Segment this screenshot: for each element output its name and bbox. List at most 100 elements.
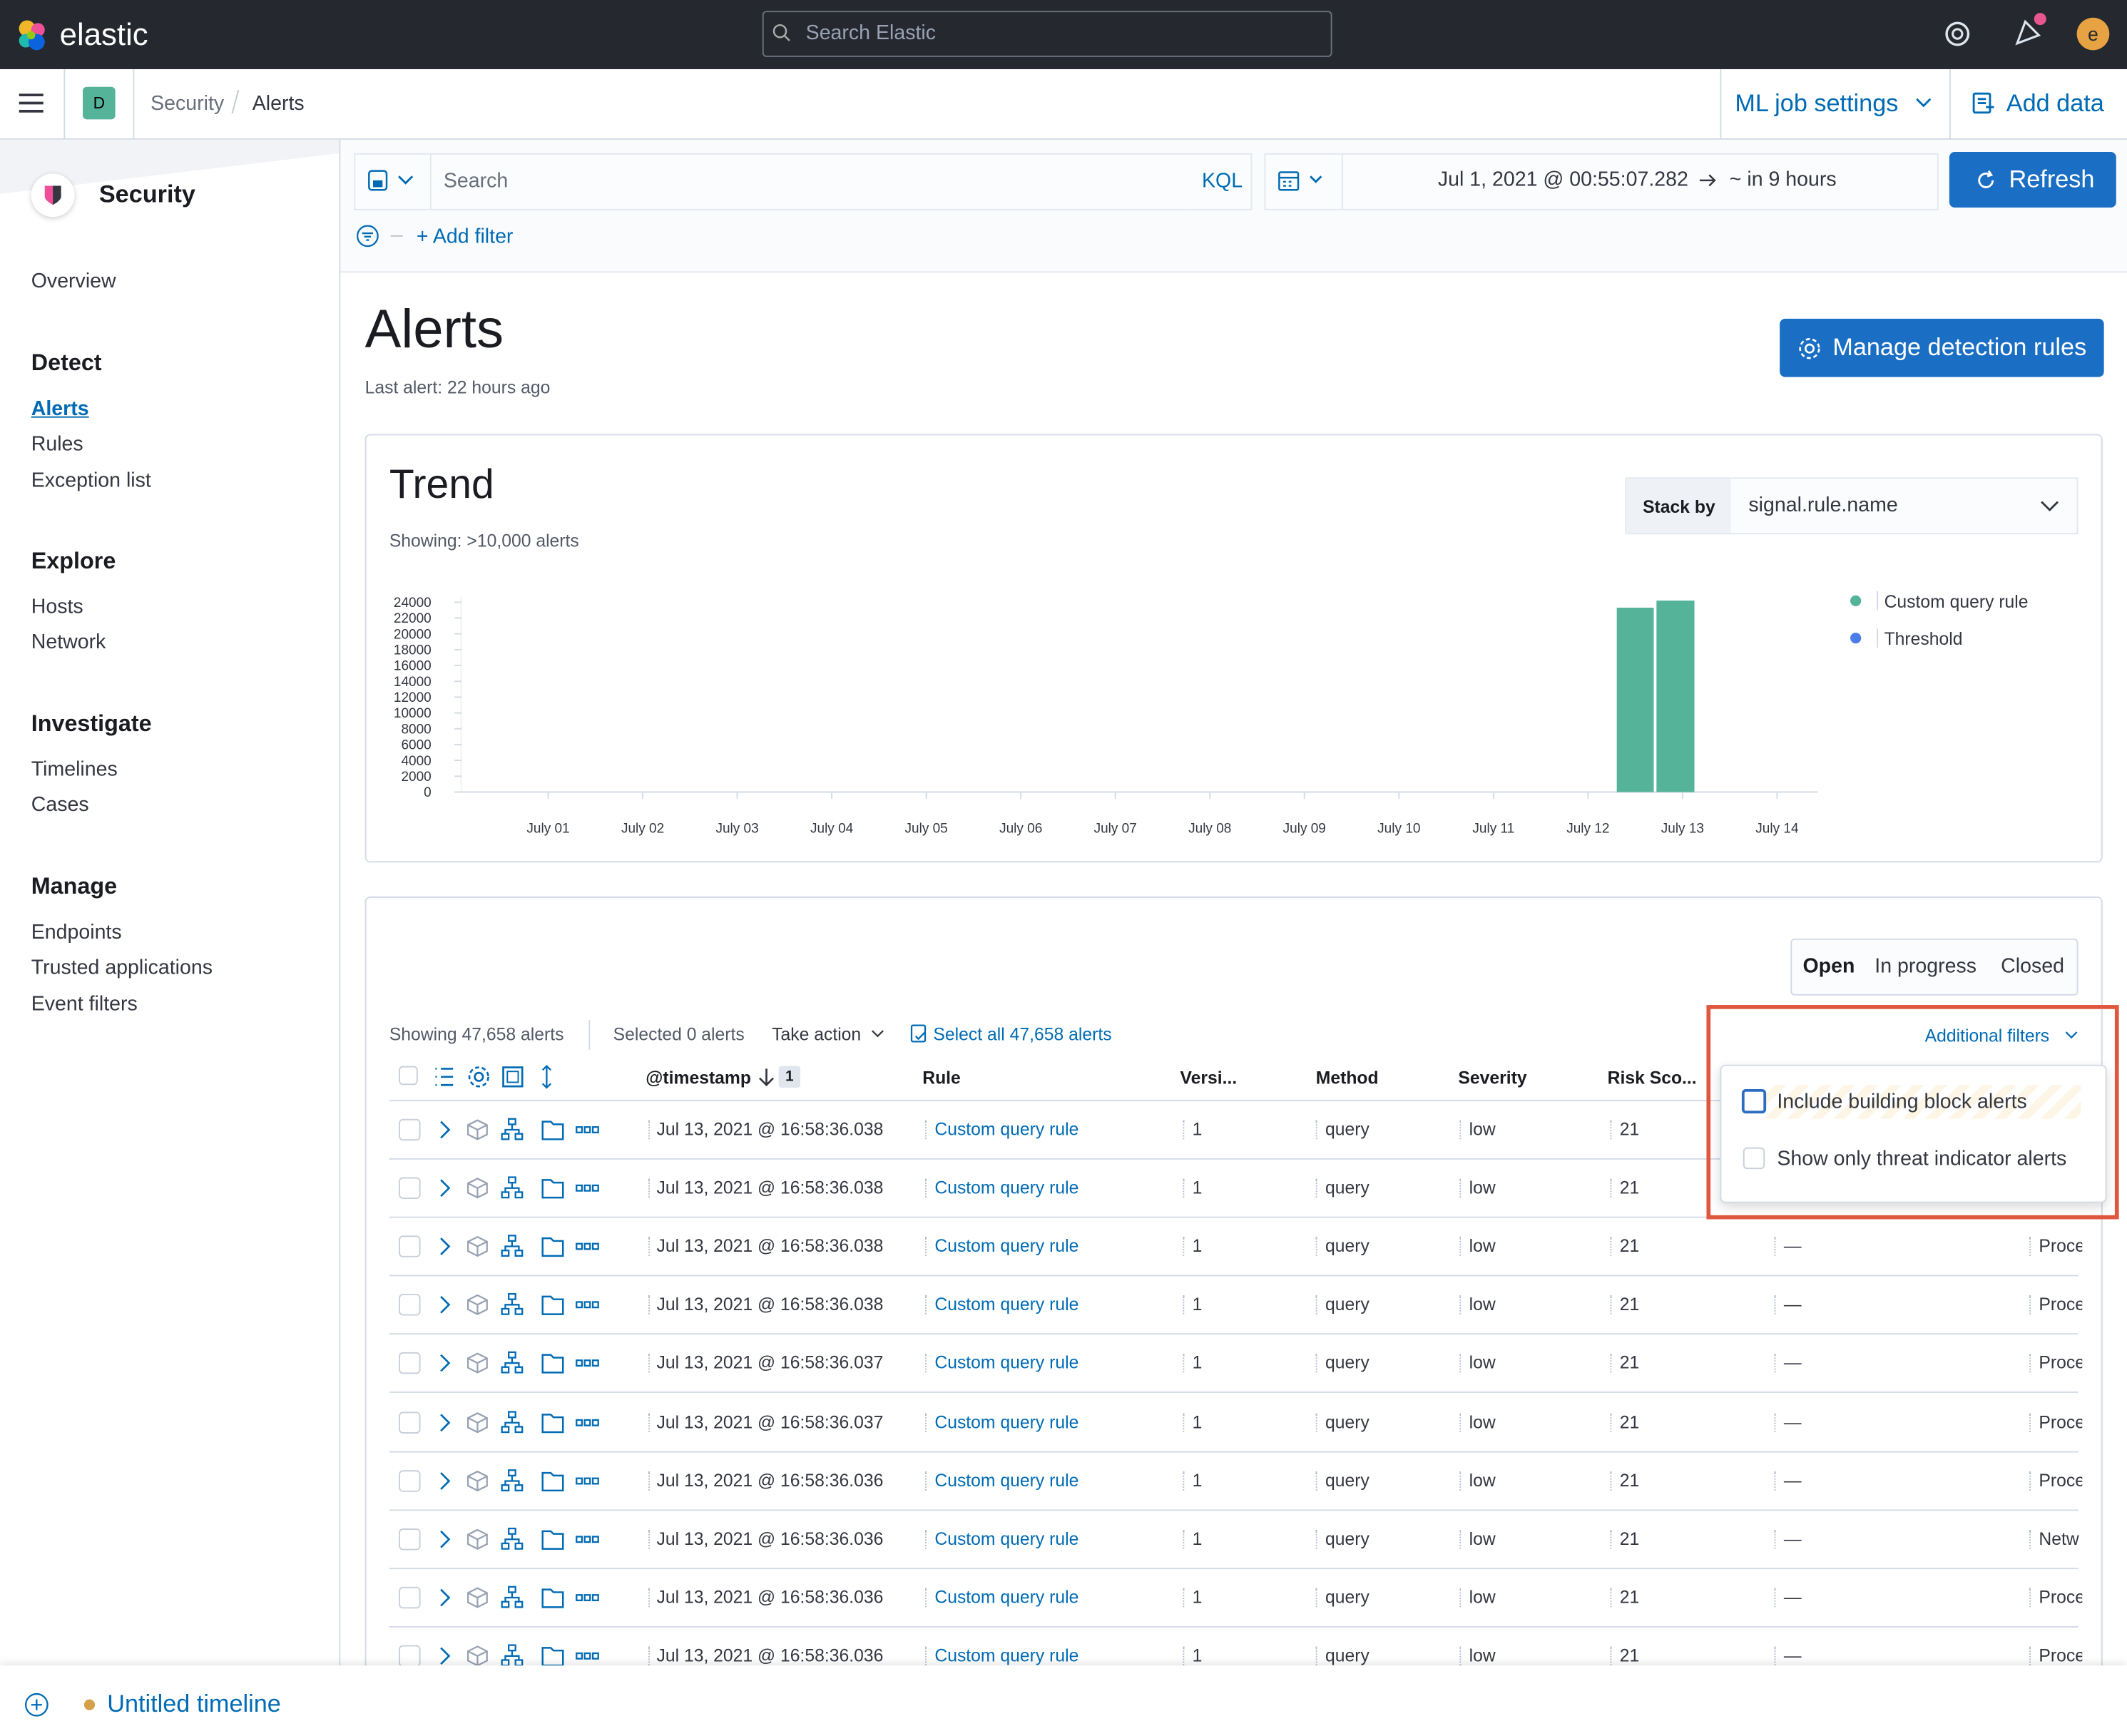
sidebar-item[interactable]: Rules bbox=[31, 433, 83, 456]
checkbox-focused[interactable] bbox=[1741, 1088, 1767, 1114]
row-checkbox[interactable] bbox=[399, 1645, 421, 1667]
sidebar-item[interactable]: Exception list bbox=[31, 469, 151, 492]
row-checkbox[interactable] bbox=[399, 1586, 421, 1608]
row-checkbox[interactable] bbox=[399, 1294, 421, 1317]
date-quick-menu[interactable] bbox=[1264, 153, 1343, 210]
refresh-icon bbox=[1978, 170, 1994, 188]
manage-rules-button[interactable] bbox=[1780, 318, 2104, 377]
row-actions[interactable] bbox=[432, 1410, 603, 1434]
header-checkbox[interactable] bbox=[399, 1066, 418, 1086]
column-header[interactable]: Versi... bbox=[1180, 1067, 1238, 1088]
cell-handle bbox=[648, 1646, 653, 1665]
sidebar-item[interactable]: Endpoints bbox=[31, 921, 122, 944]
sidebar-item[interactable]: Cases bbox=[31, 793, 89, 817]
status-tab-active[interactable]: Open bbox=[1802, 954, 1855, 979]
cell-handle bbox=[2029, 1529, 2034, 1548]
checkbox[interactable] bbox=[1743, 1147, 1765, 1170]
space-avatar[interactable]: D bbox=[83, 86, 116, 120]
row-checkbox[interactable] bbox=[399, 1118, 421, 1141]
news-icon[interactable] bbox=[2011, 11, 2049, 48]
add-filter[interactable]: + Add filter bbox=[416, 225, 514, 248]
rule-link[interactable]: Custom query rule bbox=[934, 1645, 1079, 1665]
global-search[interactable] bbox=[762, 11, 1332, 57]
rule-link[interactable]: Custom query rule bbox=[934, 1235, 1079, 1257]
row-checkbox[interactable] bbox=[399, 1177, 421, 1200]
row-actions[interactable] bbox=[432, 1586, 603, 1610]
row-actions[interactable] bbox=[432, 1527, 603, 1551]
rule-link[interactable]: Custom query rule bbox=[934, 1352, 1079, 1374]
column-header[interactable]: Severity bbox=[1458, 1067, 1527, 1088]
y-tick-label: 20000 bbox=[394, 627, 432, 642]
rule-link[interactable]: Custom query rule bbox=[934, 1411, 1079, 1432]
x-tick-label: July 08 bbox=[1188, 822, 1231, 837]
query-input[interactable] bbox=[429, 153, 1193, 210]
ml-job-settings[interactable]: ML job settings bbox=[1735, 89, 1899, 117]
table-cell: low bbox=[1469, 1294, 1496, 1315]
row-actions[interactable] bbox=[432, 1643, 603, 1668]
select-all[interactable]: Select all 47,658 alerts bbox=[933, 1023, 1112, 1045]
rule-link[interactable]: Custom query rule bbox=[934, 1528, 1079, 1548]
column-header[interactable]: Rule bbox=[922, 1067, 961, 1088]
rule-link[interactable]: Custom query rule bbox=[934, 1586, 1079, 1607]
row-actions[interactable] bbox=[432, 1235, 603, 1259]
breadcrumb[interactable]: Security bbox=[151, 92, 225, 116]
sidebar-item-active[interactable]: Alerts bbox=[31, 397, 89, 421]
saved-query-button[interactable] bbox=[354, 153, 430, 210]
rule-link[interactable]: Custom query rule bbox=[934, 1469, 1079, 1491]
add-data[interactable]: Add data bbox=[2006, 89, 2104, 117]
row-actions[interactable] bbox=[432, 1352, 603, 1376]
kql-button[interactable] bbox=[1189, 153, 1253, 210]
row-actions[interactable] bbox=[432, 1176, 603, 1200]
take-action[interactable]: Take action bbox=[772, 1023, 862, 1045]
sidebar-group-title: Investigate bbox=[31, 710, 152, 737]
sidebar-item[interactable]: Overview bbox=[31, 270, 116, 293]
cell-handle bbox=[1315, 1295, 1320, 1315]
table-cell: Jul 13, 2021 @ 16:58:36.036 bbox=[656, 1645, 884, 1665]
cell-handle bbox=[1774, 1295, 1779, 1315]
filter-icon[interactable] bbox=[357, 225, 405, 248]
sidebar-item[interactable]: Trusted applications bbox=[31, 956, 213, 980]
legend-label: Custom query rule bbox=[1884, 593, 2029, 612]
add-timeline-icon[interactable] bbox=[24, 1692, 49, 1717]
help-icon[interactable] bbox=[1944, 21, 1971, 48]
menu-toggle[interactable] bbox=[19, 93, 44, 113]
rule-link[interactable]: Custom query rule bbox=[934, 1177, 1079, 1198]
header-toolbar-icons[interactable] bbox=[432, 1065, 561, 1089]
row-checkbox[interactable] bbox=[399, 1352, 421, 1375]
table-cell: — bbox=[1783, 1294, 1802, 1315]
filter-option[interactable]: Include building block alerts bbox=[1777, 1090, 2027, 1114]
status-tab[interactable]: Closed bbox=[2001, 954, 2064, 979]
table-cell: 1 bbox=[1192, 1118, 1203, 1140]
additional-filters[interactable]: Additional filters bbox=[1924, 1025, 2050, 1046]
sort-icon[interactable] bbox=[757, 1068, 776, 1087]
sidebar-item[interactable]: Hosts bbox=[31, 595, 83, 619]
sidebar-item[interactable]: Network bbox=[31, 630, 106, 655]
row-checkbox[interactable] bbox=[399, 1411, 421, 1433]
table-cell: Proce bbox=[2039, 1586, 2083, 1607]
row-checkbox[interactable] bbox=[399, 1235, 421, 1258]
date-range[interactable] bbox=[1341, 153, 1939, 210]
filter-option[interactable]: Show only threat indicator alerts bbox=[1777, 1147, 2067, 1171]
row-actions[interactable] bbox=[432, 1118, 603, 1142]
rule-link[interactable]: Custom query rule bbox=[934, 1118, 1079, 1140]
row-actions[interactable] bbox=[432, 1469, 603, 1493]
refresh-button[interactable] bbox=[1949, 151, 2116, 208]
column-header[interactable]: Risk Sco... bbox=[1607, 1067, 1697, 1088]
rule-link[interactable]: Custom query rule bbox=[934, 1294, 1079, 1315]
row-checkbox[interactable] bbox=[399, 1528, 421, 1550]
column-header[interactable]: @timestamp bbox=[646, 1067, 752, 1088]
timeline-title[interactable]: Untitled timeline bbox=[107, 1690, 281, 1717]
sidebar-item[interactable]: Timelines bbox=[31, 757, 118, 782]
column-header[interactable]: Method bbox=[1315, 1067, 1379, 1088]
sidebar-item[interactable]: Event filters bbox=[31, 992, 138, 1016]
date-start[interactable]: Jul 1, 2021 @ 00:55:07.282 bbox=[1437, 168, 1688, 192]
search-icon bbox=[772, 24, 790, 41]
date-end[interactable]: ~ in 9 hours bbox=[1729, 168, 1837, 192]
row-actions[interactable] bbox=[432, 1293, 603, 1317]
avatar[interactable]: e bbox=[2076, 17, 2110, 51]
row-checkbox[interactable] bbox=[399, 1469, 421, 1491]
saved-query-icon bbox=[368, 170, 414, 191]
table-cell: low bbox=[1469, 1177, 1496, 1198]
sidebar-group-title: Detect bbox=[31, 349, 102, 376]
status-tab[interactable]: In progress bbox=[1874, 954, 1976, 979]
